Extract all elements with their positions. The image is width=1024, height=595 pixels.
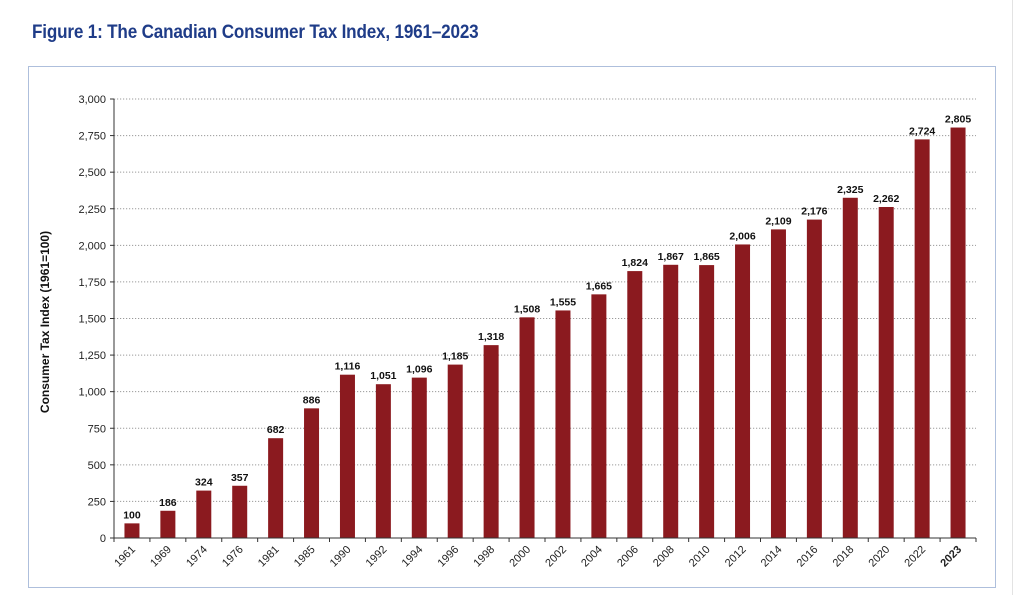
data-labels: 100 186 324 357 682 886 1,116 1,051 1,096 1,185 1,… (123, 114, 971, 522)
bar (735, 244, 751, 539)
x-tick-label: 2006 (615, 544, 641, 570)
data-label: 886 (303, 394, 321, 406)
bar (304, 408, 320, 538)
bar (591, 294, 607, 538)
data-label: 100 (123, 509, 141, 521)
x-tick-label: 1961 (112, 544, 138, 570)
bar (160, 510, 176, 538)
data-label: 1,318 (478, 331, 504, 343)
y-tick-label: 2,000 (78, 240, 106, 252)
y-tick-label: 1,750 (78, 277, 106, 289)
x-tick-label: 1976 (220, 544, 246, 570)
data-label: 324 (195, 477, 213, 489)
x-tick-label: 2000 (507, 544, 533, 570)
x-tick-label: 1969 (148, 544, 174, 570)
data-label: 1,867 (658, 251, 684, 263)
data-label: 2,006 (729, 230, 755, 242)
y-tick-label: 2,500 (78, 167, 106, 179)
data-label: 1,555 (550, 296, 576, 308)
bar (878, 206, 894, 538)
data-label: 1,665 (586, 280, 612, 292)
y-tick-label: 1,000 (78, 387, 106, 399)
x-tick-label: 2022 (902, 544, 928, 570)
x-tick-label: 2002 (543, 544, 569, 570)
x-tick-label: 1985 (292, 544, 318, 570)
y-tick-label: 2,250 (78, 204, 106, 216)
bar (663, 264, 679, 538)
data-label: 1,824 (622, 257, 648, 269)
x-tick-label: 2023 (938, 544, 964, 570)
bars (124, 127, 966, 539)
x-tick-label: 2014 (759, 544, 785, 570)
y-tick-label: 0 (100, 533, 106, 545)
bar (627, 271, 643, 538)
data-label: 2,805 (945, 114, 971, 126)
page-edge-rule (1012, 0, 1013, 595)
x-tick-label: 1996 (436, 544, 462, 570)
y-tick-label: 1,250 (78, 350, 106, 362)
x-tick-label: 1974 (184, 544, 210, 570)
data-label: 1,051 (370, 370, 396, 382)
data-label: 682 (267, 424, 285, 436)
bar (124, 523, 140, 538)
y-tick-label: 3,000 (78, 94, 106, 106)
bar (411, 377, 427, 538)
x-tick-label: 2020 (867, 544, 893, 570)
bar (375, 384, 391, 538)
x-tick-label: 1992 (364, 544, 390, 570)
x-tick-label: 2018 (831, 544, 857, 570)
data-label: 1,508 (514, 303, 540, 315)
bar (806, 219, 822, 538)
x-axis: 1961 1969 1974 1976 1981 1985 1990 1992 1994 1996… (112, 537, 977, 570)
x-tick-label: 1981 (256, 544, 282, 570)
x-tick-label: 1994 (400, 544, 426, 570)
y-axis-label: Consumer Tax Index (1961=100) (38, 231, 52, 413)
x-tick-label: 2012 (723, 544, 749, 570)
bar (196, 490, 212, 538)
data-label: 2,724 (909, 125, 935, 137)
data-label: 1,116 (335, 361, 361, 373)
bar (339, 374, 355, 538)
y-tick-label: 750 (88, 423, 106, 435)
bar (519, 317, 535, 538)
bar (842, 197, 858, 538)
data-label: 2,109 (765, 215, 791, 227)
bar (447, 364, 463, 538)
y-tick-label: 2,750 (78, 131, 106, 143)
x-tick-label: 2008 (651, 544, 677, 570)
y-tick-label: 1,500 (78, 314, 106, 326)
bar (950, 127, 966, 538)
x-tick-label: 1998 (471, 544, 497, 570)
x-tick-label: 2004 (579, 544, 605, 570)
data-label: 1,865 (693, 251, 719, 263)
bar (555, 310, 571, 538)
figure-title: Figure 1: The Canadian Consumer Tax Inde… (32, 22, 479, 43)
bar (770, 229, 786, 538)
bar (268, 438, 284, 538)
data-label: 357 (231, 472, 249, 484)
x-tick-label: 1990 (328, 544, 354, 570)
bar (914, 139, 930, 538)
data-label: 2,176 (801, 206, 827, 218)
data-label: 2,325 (837, 184, 863, 196)
x-tick-label: 2010 (687, 544, 713, 570)
y-tick-label: 500 (88, 460, 106, 472)
x-tick-label: 2016 (795, 544, 821, 570)
bar (483, 345, 499, 538)
y-axis: 0 250 500 750 1,000 1,250 1,500 1,750 2,000 2,250… (78, 94, 115, 545)
bar (699, 265, 715, 538)
data-label: 2,262 (873, 193, 899, 205)
data-label: 186 (159, 497, 177, 509)
data-label: 1,096 (406, 364, 432, 376)
data-label: 1,185 (442, 351, 468, 363)
bar (232, 485, 248, 538)
y-tick-label: 250 (88, 496, 106, 508)
